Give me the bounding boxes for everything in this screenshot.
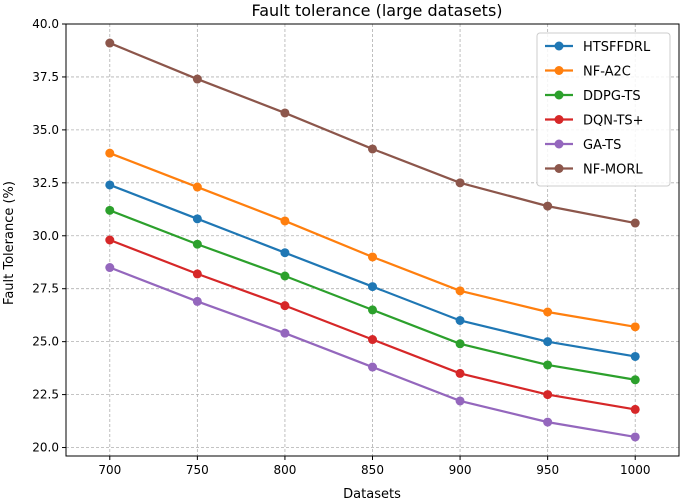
legend-item: NF-A2C xyxy=(545,65,631,80)
data-point xyxy=(280,248,290,258)
data-point xyxy=(455,286,465,296)
data-point xyxy=(630,404,640,414)
data-point xyxy=(630,432,640,442)
data-point xyxy=(543,337,553,347)
legend-item: DDPG-TS xyxy=(545,89,641,104)
legend-label: DQN-TS+ xyxy=(583,114,644,129)
x-tick-label: 950 xyxy=(536,463,559,477)
series-ga-ts xyxy=(105,263,640,442)
legend-marker xyxy=(554,66,564,75)
data-point xyxy=(105,205,115,215)
data-point xyxy=(192,182,202,192)
data-point xyxy=(455,368,465,378)
data-point xyxy=(368,144,377,154)
legend-item: NF-MORL xyxy=(545,163,643,178)
axis-ticks: 20.0 22.5 25.0 27.5 30.0 32.5 35.0 37.5 40.0 700 7… xyxy=(32,17,650,477)
data-point xyxy=(368,362,377,372)
y-tick-label: 35.0 xyxy=(32,123,59,137)
data-point xyxy=(455,178,465,188)
y-tick-label: 30.0 xyxy=(32,229,59,243)
x-tick-label: 750 xyxy=(186,463,209,477)
data-point xyxy=(630,218,640,228)
legend-marker xyxy=(554,139,564,149)
y-tick-label: 40.0 xyxy=(32,17,59,31)
data-point xyxy=(455,339,465,349)
y-tick-label: 25.0 xyxy=(32,335,59,349)
legend-marker xyxy=(554,164,564,173)
data-point xyxy=(192,74,202,84)
data-point xyxy=(280,328,290,338)
legend: HTSFFDRL NF-A2C DDPG-TS DQN-TS+ GA-TS NF-MORL xyxy=(536,32,671,187)
data-point xyxy=(105,148,115,158)
series-ddpg-ts xyxy=(105,205,640,385)
data-point xyxy=(368,305,377,315)
data-point xyxy=(543,360,553,370)
legend-marker xyxy=(554,90,564,100)
series-htsffdrl xyxy=(105,180,640,361)
legend-label: DDPG-TS xyxy=(583,89,641,104)
x-tick-label: 700 xyxy=(98,463,121,477)
data-point xyxy=(192,214,202,224)
y-tick-label: 32.5 xyxy=(32,176,59,190)
data-point xyxy=(105,38,115,48)
legend-item: DQN-TS+ xyxy=(545,114,644,129)
series-dqn-ts- xyxy=(105,235,640,414)
data-point xyxy=(543,390,553,400)
x-tick-label: 800 xyxy=(273,463,296,477)
series-nf-a2c xyxy=(105,148,640,332)
x-tick-label: 850 xyxy=(361,463,384,477)
data-point xyxy=(368,282,377,292)
data-point xyxy=(630,375,640,385)
y-tick-label: 37.5 xyxy=(32,70,59,84)
data-point xyxy=(192,269,202,279)
data-point xyxy=(455,315,465,325)
data-point xyxy=(280,108,290,118)
x-axis-label: Datasets xyxy=(343,487,401,500)
legend-item: GA-TS xyxy=(545,138,621,153)
legend-label: NF-A2C xyxy=(583,65,631,80)
data-point xyxy=(105,235,115,245)
data-point xyxy=(543,307,553,317)
data-point xyxy=(280,216,290,226)
legend-label: HTSFFDRL xyxy=(583,40,651,55)
data-point xyxy=(192,239,202,249)
y-tick-label: 20.0 xyxy=(32,441,59,455)
x-tick-label: 900 xyxy=(449,463,472,477)
data-point xyxy=(105,180,115,190)
x-tick-label: 1000 xyxy=(620,463,651,477)
data-point xyxy=(280,271,290,281)
data-point xyxy=(368,252,377,262)
series-lines xyxy=(105,38,640,442)
series-nf-morl xyxy=(105,38,640,228)
data-point xyxy=(630,322,640,332)
chart-title: Fault tolerance (large datasets) xyxy=(251,1,502,20)
data-point xyxy=(280,301,290,311)
data-point xyxy=(368,335,377,345)
y-tick-label: 27.5 xyxy=(32,282,59,296)
data-point xyxy=(105,263,115,273)
data-point xyxy=(630,351,640,361)
y-axis-label: Fault Tolerance (%) xyxy=(2,181,17,305)
legend-marker xyxy=(554,41,564,51)
data-point xyxy=(455,396,465,406)
data-point xyxy=(543,201,553,211)
legend-label: NF-MORL xyxy=(583,163,643,178)
data-point xyxy=(192,296,202,306)
legend-label: GA-TS xyxy=(583,138,621,153)
data-point xyxy=(543,417,553,427)
y-tick-label: 22.5 xyxy=(32,388,59,402)
legend-marker xyxy=(554,115,564,124)
grid-lines xyxy=(66,23,679,456)
legend-item: HTSFFDRL xyxy=(545,40,651,55)
